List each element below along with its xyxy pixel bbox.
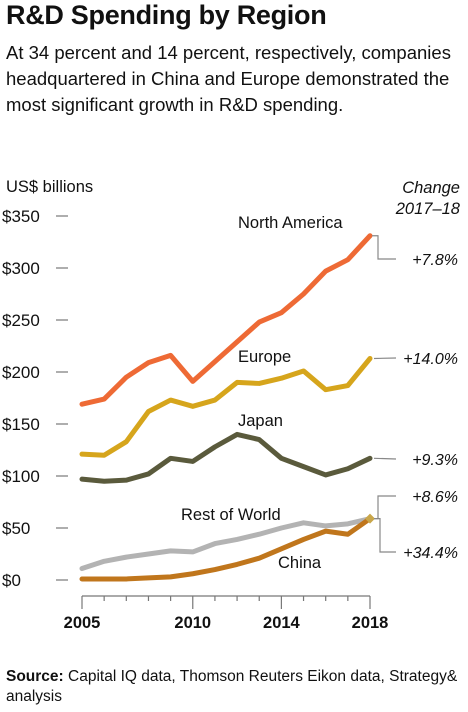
change-label-north-america: +7.8% (412, 252, 458, 269)
change-leader-rest-of-world (374, 495, 396, 520)
series-line-japan (79, 431, 373, 484)
chart-title: R&D Spending by Region (6, 0, 327, 30)
series-label-china: China (278, 554, 322, 572)
y-tick-label: $150 (2, 415, 40, 434)
y-tick-label: $200 (2, 363, 40, 382)
series-label-rest-of-world: Rest of World (181, 506, 281, 524)
change-leader-china (374, 518, 396, 553)
x-tick-label: 2005 (64, 614, 101, 632)
change-leader-north-america (372, 235, 396, 260)
change-column-header: Change 2017–18 (396, 178, 460, 220)
series-line-north-america (79, 233, 373, 407)
series-lines (79, 233, 375, 582)
x-tick-label: 2014 (263, 614, 301, 632)
source-label: Source: (6, 668, 64, 685)
chart-subtitle: At 34 percent and 14 percent, respective… (6, 42, 451, 115)
series-line-rest-of-world (79, 516, 373, 572)
source-text: Capital IQ data, Thomson Reuters Eikon d… (6, 668, 458, 705)
series-label-japan: Japan (238, 412, 283, 430)
series-label-north-america: North America (238, 214, 343, 232)
change-label-china: +34.4% (403, 545, 458, 562)
y-tick-label: $50 (2, 519, 30, 538)
axes: $0 $50 $100 $150 $200 $250 $300 $350 2005 2010 201… (2, 207, 388, 632)
change-label-japan: +9.3% (412, 452, 458, 469)
series-label-europe: Europe (238, 348, 291, 366)
y-tick-label: $100 (2, 467, 40, 486)
y-tick-label: $300 (2, 259, 40, 278)
x-tick-label: 2018 (352, 614, 389, 632)
change-label-europe: +14.0% (403, 351, 458, 368)
source-note: Source: Capital IQ data, Thomson Reuters… (6, 667, 461, 707)
series-endpoint-marker (365, 513, 375, 524)
y-axis-units-label: US$ billions (6, 178, 94, 196)
chart-labels: North America Europe Japan Rest of World Chi… (181, 214, 458, 572)
change-header-line-1: Change (402, 179, 460, 197)
y-tick-label: $250 (2, 311, 40, 330)
series-line-europe (79, 355, 373, 458)
y-tick-label: $350 (2, 207, 40, 226)
change-leader-japan (373, 457, 397, 460)
series-line-china (79, 516, 373, 582)
x-tick-label: 2010 (174, 614, 211, 632)
y-tick-label: $0 (2, 571, 21, 590)
change-label-rest-of-world: +8.6% (412, 489, 458, 506)
change-leaders (372, 235, 397, 553)
change-header-line-2: 2017–18 (395, 200, 460, 218)
